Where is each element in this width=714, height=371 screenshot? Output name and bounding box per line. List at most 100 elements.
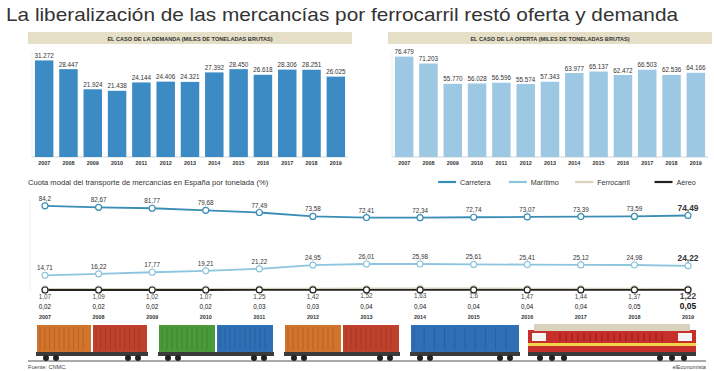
chart-title: EL CASO DE LA DEMANDA (MILES DE TONELADA… — [107, 36, 272, 42]
grille — [596, 333, 597, 341]
bar — [662, 75, 680, 157]
container — [285, 325, 341, 352]
bar — [614, 75, 632, 157]
data-label: 82,67 — [91, 196, 107, 203]
container-rib — [202, 327, 203, 350]
data-label: 55.574 — [516, 76, 536, 83]
marker — [149, 286, 155, 292]
x-tick-label: 2015 — [233, 160, 245, 166]
grille — [626, 333, 627, 341]
grille — [638, 333, 639, 341]
container-rib — [207, 327, 208, 350]
container-rib — [78, 327, 79, 350]
container-rib — [454, 327, 455, 350]
container-rib — [172, 327, 173, 350]
bar — [302, 70, 320, 157]
bar — [254, 75, 272, 157]
data-label: 1,63 — [414, 292, 427, 299]
container-rib — [129, 327, 130, 350]
data-label: 56.028 — [467, 75, 487, 82]
background — [0, 0, 714, 371]
container-rib — [73, 327, 74, 350]
container-rib — [167, 327, 168, 350]
x-tick-label: 2007 — [39, 314, 51, 320]
marker — [149, 269, 155, 275]
container-rib — [371, 327, 372, 350]
marker — [364, 261, 370, 267]
x-tick-label: 2018 — [306, 160, 318, 166]
x-tick-label: 2012 — [160, 160, 172, 166]
grille — [632, 333, 633, 341]
container-rib — [444, 327, 445, 350]
data-label: 28.251 — [302, 61, 322, 68]
x-tick-label: 2013 — [361, 314, 373, 320]
x-tick-label: 2018 — [628, 314, 640, 320]
bars — [395, 57, 705, 157]
rail — [28, 361, 706, 362]
wheel — [125, 355, 131, 361]
header-band — [388, 32, 712, 44]
container-rib — [245, 327, 246, 350]
x-tick-label: 2013 — [184, 160, 196, 166]
x-tick-label: 2010 — [111, 160, 123, 166]
container — [159, 325, 215, 352]
bar — [132, 82, 150, 157]
x-tick-label: 2012 — [520, 160, 532, 166]
data-label: 19,21 — [198, 260, 214, 267]
container-rib — [240, 327, 241, 350]
data-label: 76.479 — [395, 48, 415, 55]
x-tick-label: 2009 — [447, 160, 459, 166]
wheel — [507, 355, 513, 361]
y-axis-line — [392, 52, 393, 157]
x-tick-label: 2010 — [200, 314, 212, 320]
container-rib — [465, 327, 466, 350]
x-tick-label: 2011 — [496, 160, 508, 166]
wheel — [681, 355, 687, 361]
x-tick-label: 2011 — [253, 314, 265, 320]
wheel — [669, 355, 675, 361]
data-label: 0,02 — [39, 303, 52, 310]
grille — [602, 333, 603, 341]
x-tick-label: 2008 — [93, 314, 105, 320]
container-rib — [250, 327, 251, 350]
line-chart: Cuota modal del transporte de mercancías… — [28, 178, 699, 321]
grille — [566, 333, 567, 341]
data-label: 17,77 — [144, 261, 160, 268]
locomotive-stripe — [528, 343, 696, 346]
data-label: 1,37 — [628, 293, 641, 300]
data-label: 14,71 — [37, 264, 53, 271]
data-label: 64.166 — [686, 64, 706, 71]
marker — [203, 268, 209, 274]
x-tick-label: 2015 — [468, 314, 480, 320]
wheel — [251, 355, 257, 361]
container-rib — [505, 327, 506, 350]
data-label: 24.144 — [132, 74, 152, 81]
bar — [468, 83, 486, 157]
bar — [589, 72, 607, 157]
x-tick-label: 2016 — [521, 314, 533, 320]
bar — [181, 82, 199, 157]
container-rib — [83, 327, 84, 350]
marker — [578, 262, 584, 268]
lines — [42, 203, 691, 293]
wheel — [417, 355, 423, 361]
x-tick-label: 2009 — [146, 314, 158, 320]
data-label: 66.503 — [638, 61, 658, 68]
data-label: 55.770 — [443, 75, 463, 82]
marker — [96, 204, 102, 210]
container-rib — [386, 327, 387, 350]
container-rib — [96, 327, 97, 350]
x-tick-label: 2007 — [398, 160, 410, 166]
data-label: 0,04 — [414, 303, 427, 310]
bar — [541, 82, 559, 157]
data-label: 0,05 — [628, 303, 641, 310]
marker — [524, 262, 530, 268]
data-label: 1,07 — [39, 293, 52, 300]
container-rib — [235, 327, 236, 350]
bar — [108, 91, 126, 157]
bars — [35, 60, 345, 157]
data-label: 0,04 — [521, 303, 534, 310]
x-tick-label: 2014 — [568, 160, 580, 166]
main-title: La liberalización de las mercancías por … — [6, 4, 678, 25]
data-label: 0,02 — [200, 303, 213, 310]
